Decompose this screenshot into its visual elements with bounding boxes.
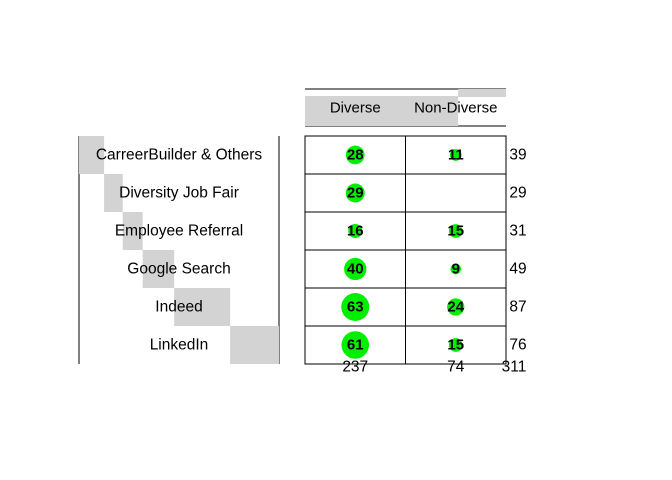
row-label: Google Search xyxy=(127,261,230,278)
count-bubble xyxy=(341,293,370,321)
cell-count-label: 16 xyxy=(347,223,364,240)
count-bubbles xyxy=(341,145,465,359)
column-total-label: 237 xyxy=(342,359,368,376)
cell-count-label: 15 xyxy=(447,337,464,354)
count-bubble xyxy=(449,149,462,161)
cell-count-label: 61 xyxy=(347,337,364,354)
share-bars xyxy=(79,89,506,364)
count-bubble xyxy=(345,145,365,165)
row-label: Employee Referral xyxy=(115,223,243,240)
row-label: Indeed xyxy=(155,299,202,316)
column-header-label: Diverse xyxy=(330,100,381,117)
count-bubble xyxy=(344,257,367,281)
count-bubble xyxy=(341,331,370,359)
count-bubble xyxy=(345,183,365,203)
row-share-bar xyxy=(104,174,123,212)
row-total-label: 29 xyxy=(509,185,526,202)
row-label: CarreerBuilder & Others xyxy=(96,147,263,164)
cell-count-label: 9 xyxy=(452,261,460,278)
count-bubble xyxy=(348,223,363,239)
row-share-bar xyxy=(174,288,231,326)
column-total-label: 74 xyxy=(447,359,465,376)
row-total-label: 31 xyxy=(509,223,526,240)
grand-total-label: 311 xyxy=(502,359,527,376)
count-bubble xyxy=(448,224,463,238)
cell-count-label: 28 xyxy=(347,147,364,164)
row-label: LinkedIn xyxy=(150,337,209,354)
column-share-bar xyxy=(458,89,506,97)
table-labels: Diverse Non-Diverse CarreerBuilder & Other… xyxy=(96,100,527,376)
cell-count-label: 40 xyxy=(347,261,364,278)
row-share-bar xyxy=(79,136,105,174)
row-total-label: 76 xyxy=(509,337,526,354)
row-total-label: 87 xyxy=(509,299,526,316)
column-header-label: Non-Diverse xyxy=(414,100,497,117)
cell-count-label: 29 xyxy=(347,185,364,202)
count-bubble xyxy=(450,263,462,275)
row-label: Diversity Job Fair xyxy=(119,185,239,202)
row-share-bar xyxy=(230,326,279,364)
cell-count-label: 11 xyxy=(448,147,464,164)
cell-count-label: 63 xyxy=(347,299,364,316)
row-total-label: 39 xyxy=(509,147,526,164)
column-share-bar xyxy=(305,96,459,126)
cell-count-label: 24 xyxy=(447,299,464,316)
row-total-label: 49 xyxy=(509,261,526,278)
count-bubble xyxy=(447,298,465,316)
row-share-bar xyxy=(142,250,175,288)
row-share-bar xyxy=(122,212,143,250)
cell-count-label: 15 xyxy=(447,223,464,240)
count-bubble xyxy=(448,338,463,352)
